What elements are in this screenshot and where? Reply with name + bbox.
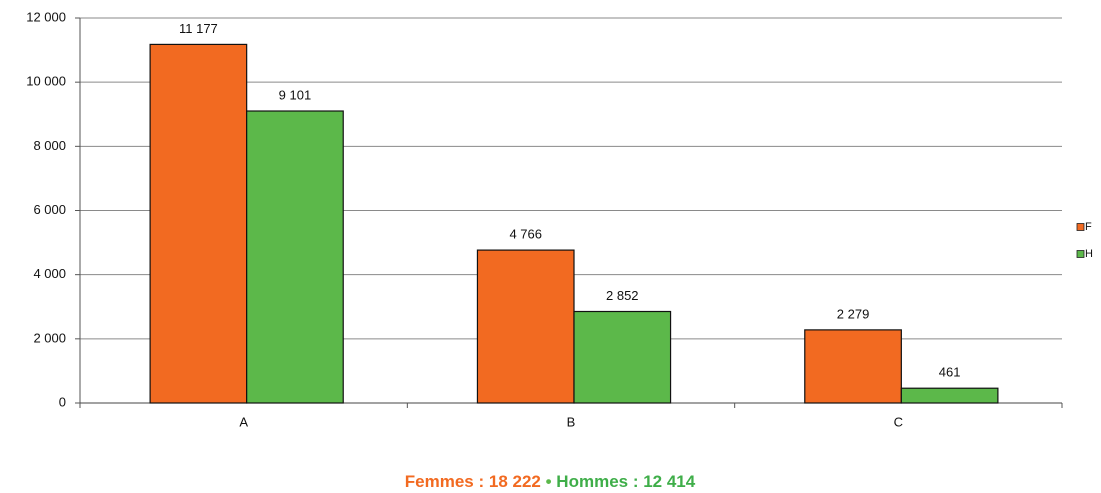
footer: Femmes : 18 222 • Hommes : 12 414 <box>405 472 696 491</box>
footer-women: Femmes : 18 222 <box>405 472 541 491</box>
legend-swatch <box>1076 223 1085 231</box>
x-tick-label: B <box>567 414 576 429</box>
bar <box>804 329 902 404</box>
y-tick-label: 10 000 <box>26 74 66 89</box>
legend-label: H <box>1085 248 1093 260</box>
y-tick-label: 12 000 <box>26 9 66 24</box>
x-tick-label: A <box>239 414 248 429</box>
bar <box>900 387 999 404</box>
value-label: 2 852 <box>606 288 639 303</box>
y-tick-label: 8 000 <box>33 138 66 153</box>
y-tick-label: 6 000 <box>33 202 66 217</box>
bar <box>149 43 248 404</box>
value-label: 11 177 <box>179 21 218 36</box>
legend-swatch <box>1076 250 1085 258</box>
value-label: 2 279 <box>837 306 870 321</box>
value-label: 4 766 <box>509 227 542 242</box>
x-tick-label: C <box>894 414 903 429</box>
value-label: 461 <box>939 365 961 380</box>
y-tick-label: 4 000 <box>33 266 66 281</box>
bar <box>476 249 575 404</box>
legend-label: F <box>1085 221 1092 233</box>
footer-separator: • <box>546 472 552 491</box>
y-tick-label: 0 <box>59 394 66 409</box>
value-label: 9 101 <box>279 87 312 102</box>
footer-men: Hommes : 12 414 <box>556 472 695 491</box>
bar <box>573 310 672 404</box>
y-tick-label: 2 000 <box>33 330 66 345</box>
bar <box>246 110 344 404</box>
